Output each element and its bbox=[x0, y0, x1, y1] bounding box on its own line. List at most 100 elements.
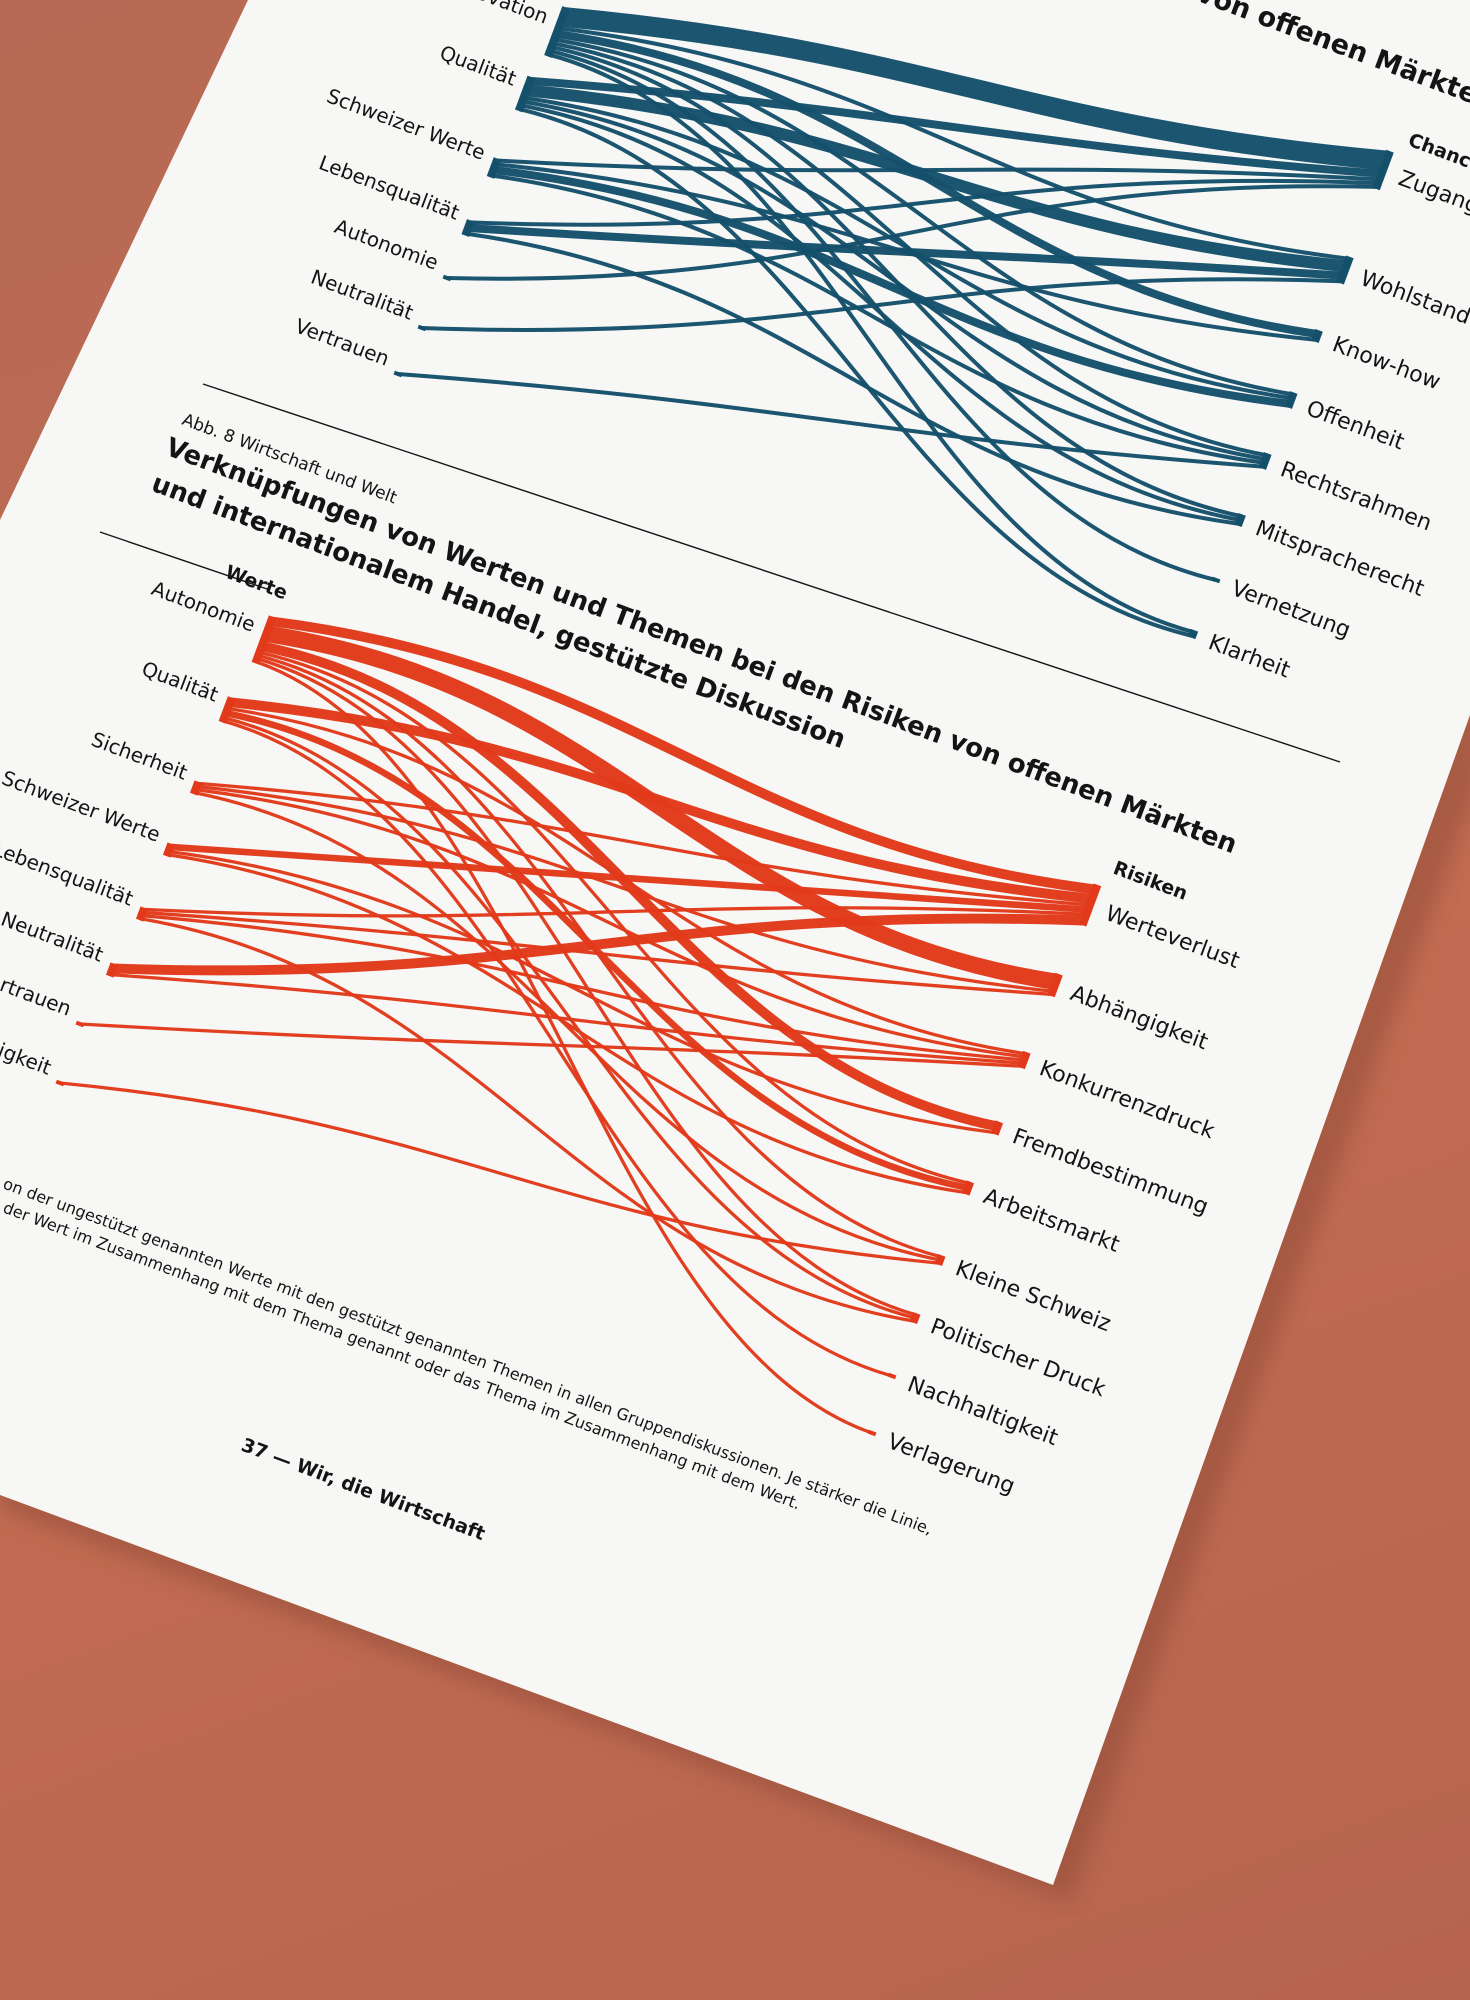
chances-label-left-qualitaet: Qualität bbox=[437, 40, 520, 90]
risks-label-right-werteverlust: Werteverlust bbox=[1102, 901, 1243, 974]
chances-link-qualitaet-to-wohlstand bbox=[525, 84, 1348, 273]
chances-node-right-wohlstand bbox=[1336, 255, 1354, 285]
chances-label-right-zugang: Zugang bbox=[1395, 166, 1470, 219]
risks-link-autonomie-to-arbeitsmarkt bbox=[259, 650, 971, 1185]
chances-link-innovation-to-know-how bbox=[555, 29, 1319, 339]
risks-node-right-kleine-schweiz bbox=[934, 1253, 946, 1267]
risks-node-right-verlagerung bbox=[867, 1429, 877, 1437]
chances-link-innovation-to-vernetzung bbox=[549, 48, 1217, 582]
chances-node-left-autonomie bbox=[442, 274, 452, 282]
chances-link-schweizer-werte-to-offenheit bbox=[492, 165, 1291, 408]
risks-node-right-politischer-druck bbox=[909, 1311, 921, 1325]
risks-link-autonomie-to-politischer-druck bbox=[256, 657, 917, 1317]
chances-link-innovation-to-zugang bbox=[561, 7, 1388, 171]
risks-node-left-vertrauen bbox=[75, 1020, 85, 1028]
chances-link-schweizer-werte-to-know-how bbox=[495, 162, 1316, 342]
chances-label-right-klarheit: Klarheit bbox=[1205, 630, 1294, 683]
risks-label-right-abhaengigkeit: Abhängigkeit bbox=[1067, 981, 1212, 1055]
chances-node-left-innovation bbox=[544, 6, 570, 58]
risks-link-sicherheit-to-werteverlust bbox=[197, 781, 1091, 907]
chances-label-right-offenheit: Offenheit bbox=[1303, 396, 1408, 455]
risks-node-left-nachhaltigkeit bbox=[55, 1079, 65, 1087]
risks-node-left-qualitaet bbox=[218, 696, 236, 724]
paper-content: von offenen Märkten Abb. 8 Wirtschaft un… bbox=[0, 0, 1470, 1545]
risks-link-vertrauen-to-konkurrenzdruck bbox=[79, 1022, 1022, 1068]
risks-label-left-lebensqualitaet: Lebensqualität bbox=[0, 836, 137, 910]
chances-label-left-vertrauen: Vertrauen bbox=[292, 314, 393, 371]
chances-label-right-mitspracherecht: Mitspracherecht bbox=[1252, 516, 1428, 602]
chances-node-right-klarheit bbox=[1187, 628, 1199, 640]
risks-node-left-lebensqualitaet bbox=[135, 906, 149, 922]
risks-left-header: Werte bbox=[222, 561, 290, 604]
chances-label-left-autonomie: Autonomie bbox=[331, 214, 441, 275]
risks-link-neutralitaet-to-konkurrenzdruck bbox=[110, 973, 1023, 1065]
caption-line1: on der ungestützt genannten Werte mit de… bbox=[1, 1174, 935, 1539]
risks-node-left-autonomie bbox=[251, 615, 277, 665]
chances-node-right-vernetzung bbox=[1211, 576, 1221, 584]
risks-node-right-abhaengigkeit bbox=[1047, 972, 1063, 998]
risks-link-sicherheit-to-kleine-schweiz bbox=[193, 791, 941, 1262]
risks-label-right-konkurrenzdruck: Konkurrenzdruck bbox=[1036, 1056, 1218, 1144]
risks-node-right-nachhaltigkeit bbox=[887, 1372, 897, 1380]
chances-label-left-lebensqualitaet: Lebensqualität bbox=[316, 150, 463, 224]
chances-link-innovation-to-mitspracherecht bbox=[550, 45, 1242, 519]
chances-node-left-lebensqualitaet bbox=[461, 219, 475, 237]
risks-node-right-fremdbestimmung bbox=[990, 1120, 1004, 1136]
chances-node-right-zugang bbox=[1372, 149, 1394, 191]
chances-node-left-neutralitaet bbox=[417, 324, 427, 332]
chances-link-innovation-to-wohlstand bbox=[558, 26, 1350, 261]
risks-link-sicherheit-to-konkurrenzdruck bbox=[195, 787, 1026, 1059]
risks-label-right-kleine-schweiz: Kleine Schweiz bbox=[952, 1256, 1114, 1337]
risks-link-lebensqualitaet-to-politischer-druck bbox=[139, 917, 915, 1323]
chances-node-left-qualitaet bbox=[514, 75, 536, 113]
chances-label-left-neutralitaet: Neutralität bbox=[308, 265, 417, 325]
risks-link-lebensqualitaet-to-konkurrenzdruck bbox=[141, 913, 1025, 1062]
chances-label-right-vernetzung: Vernetzung bbox=[1228, 576, 1354, 643]
figure-texts: von offenen Märkten Abb. 8 Wirtschaft un… bbox=[1, 0, 1470, 1545]
chances-link-lebensqualitaet-to-zugang bbox=[470, 178, 1379, 227]
risks-node-right-werteverlust bbox=[1078, 883, 1102, 927]
caption-line2: der Wert im Zusammenhang mit dem Thema g… bbox=[1, 1198, 804, 1513]
chances-links bbox=[397, 7, 1388, 638]
chances-node-right-mitspracherecht bbox=[1234, 512, 1246, 528]
risks-node-left-sicherheit bbox=[189, 780, 203, 796]
risks-link-qualitaet-to-nachhaltigkeit bbox=[222, 719, 893, 1378]
risks-node-left-schweizer-werte bbox=[162, 842, 176, 858]
chances-link-autonomie-to-zugang bbox=[446, 184, 1377, 281]
risks-node-right-arbeitsmarkt bbox=[961, 1180, 975, 1196]
chances-label-right-wohlstand: Wohlstand bbox=[1357, 266, 1470, 330]
risks-link-neutralitaet-to-werteverlust bbox=[112, 913, 1085, 976]
chances-link-innovation-to-rechtsrahmen bbox=[552, 41, 1268, 458]
risks-link-schweizer-werte-to-werteverlust bbox=[169, 843, 1089, 913]
top-title-fragment: von offenen Märkten bbox=[1193, 0, 1470, 117]
chances-link-schweizer-werte-to-rechtsrahmen bbox=[490, 173, 1265, 465]
footer-page: 37 — Wir, die Wirtschaft bbox=[238, 1434, 488, 1545]
risks-link-lebensqualitaet-to-werteverlust bbox=[143, 906, 1087, 918]
chances-label-left-innovation: Innovation bbox=[444, 0, 552, 29]
risks-link-autonomie-to-verlagerung bbox=[255, 660, 873, 1435]
risks-link-qualitaet-to-politischer-druck bbox=[223, 716, 916, 1320]
risks-links bbox=[59, 616, 1097, 1435]
chances-link-vertrauen-to-rechtsrahmen bbox=[397, 372, 1264, 469]
chances-node-right-know-how bbox=[1311, 328, 1323, 344]
risks-label-left-vertrauen: Vertrauen bbox=[0, 964, 75, 1021]
risks-link-schweizer-werte-to-arbeitsmarkt bbox=[167, 853, 967, 1195]
divider-top bbox=[202, 383, 1341, 763]
risks-label-left-schweizer-werte: Schweizer Werte bbox=[0, 766, 164, 847]
risks-link-sicherheit-to-abhaengigkeit bbox=[196, 784, 1053, 993]
chances-node-left-schweizer-werte bbox=[486, 157, 502, 179]
risks-label-left-sicherheit: Sicherheit bbox=[88, 727, 191, 785]
chances-link-qualitaet-to-klarheit bbox=[518, 107, 1193, 638]
risks-link-autonomie-to-abhaengigkeit bbox=[265, 625, 1058, 991]
risks-label-left-nachhaltigkeit: Nachhaltigkeit bbox=[0, 1007, 55, 1080]
chances-link-neutralitaet-to-wohlstand bbox=[421, 277, 1341, 333]
chances-link-innovation-to-offenheit bbox=[553, 37, 1294, 397]
risks-node-right-konkurrenzdruck bbox=[1017, 1050, 1031, 1070]
risks-label-left-qualitaet: Qualität bbox=[139, 656, 222, 706]
risks-link-autonomie-to-fremdbestimmung bbox=[260, 641, 999, 1132]
risks-link-autonomie-to-werteverlust bbox=[270, 616, 1097, 895]
chances-link-innovation-to-klarheit bbox=[548, 52, 1195, 635]
risks-link-autonomie-to-kleine-schweiz bbox=[257, 653, 942, 1259]
